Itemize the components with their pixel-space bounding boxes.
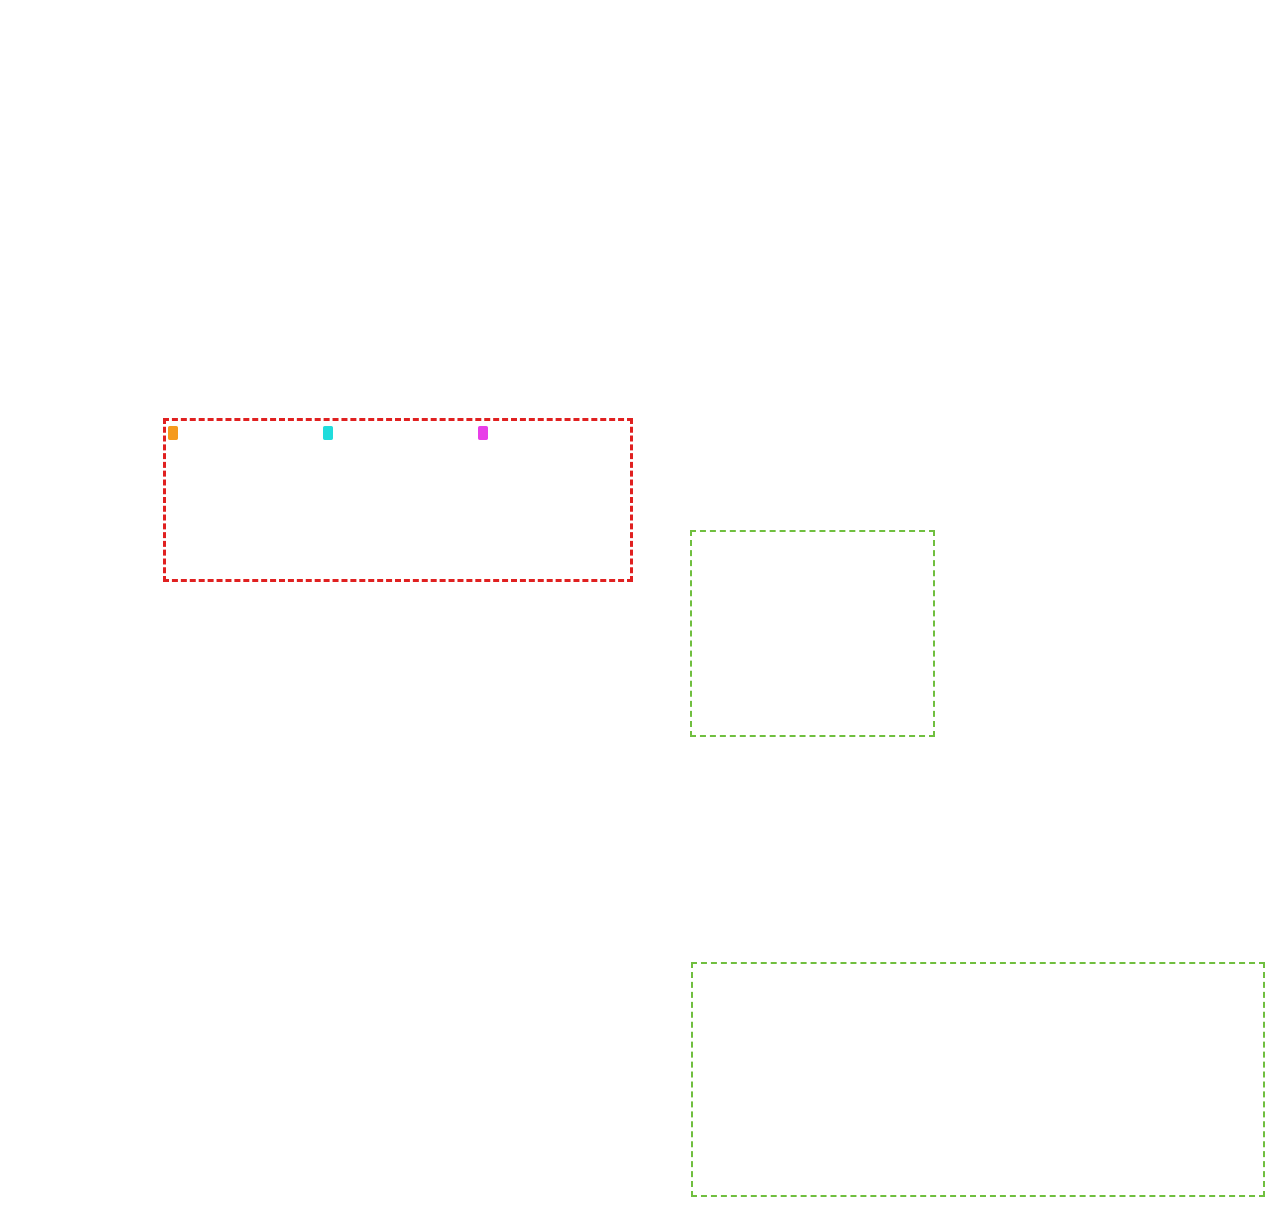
mechanism-green-dashed-box: [691, 962, 1265, 1197]
dft-structures-green-dashed-box: [690, 530, 935, 737]
cd-map-chip: [168, 426, 178, 440]
eds-maps-red-dashed-box: [163, 418, 633, 582]
haadf-chip: [96, 426, 106, 440]
n-map-chip: [478, 426, 488, 440]
s-map-chip: [323, 426, 333, 440]
